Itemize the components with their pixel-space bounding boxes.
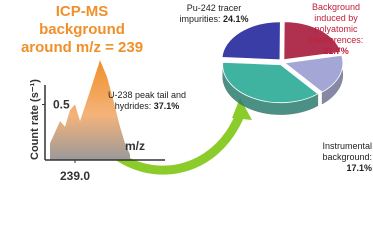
value-label: 17.1% bbox=[346, 163, 372, 173]
y-axis-label: Count rate (s⁻¹) bbox=[29, 79, 41, 160]
pie-label: Background induced by polyatomic interfe… bbox=[300, 2, 372, 57]
slice-label: Background induced by polyatomic interfe… bbox=[308, 2, 364, 45]
slice-label: Pu-242 tracer impurities: bbox=[179, 3, 242, 24]
value-label: 37.1% bbox=[153, 101, 180, 111]
y-tick-label: 0.5 bbox=[53, 98, 70, 112]
pie-label: U-238 peak tail and hydrides: 37.1% bbox=[92, 90, 202, 112]
slice bbox=[283, 54, 344, 93]
slice-label: U-238 peak tail and hydrides: bbox=[107, 90, 187, 111]
x-tick-label: 239.0 bbox=[60, 169, 90, 183]
slice-label: Instrumental background: bbox=[322, 141, 372, 162]
arrow-head bbox=[232, 98, 252, 120]
chart-title: ICP-MS bbox=[56, 3, 109, 20]
chart-title: around m/z = 239 bbox=[21, 39, 143, 56]
figure: ICP-MS background around m/z = 239 0.5 239.0… bbox=[21, 2, 372, 183]
area bbox=[50, 60, 130, 160]
slice bbox=[283, 21, 342, 61]
value-label: 24.1% bbox=[223, 14, 249, 24]
pie-label: Instrumental background: 17.1% bbox=[300, 141, 372, 174]
pie-label: Pu-242 tracer impurities: 24.1% bbox=[176, 3, 252, 25]
value-label: 21.7% bbox=[323, 46, 349, 56]
chart-title: background bbox=[39, 21, 125, 38]
slice bbox=[222, 61, 319, 104]
slice bbox=[221, 21, 281, 61]
x-axis-label: m/z bbox=[125, 139, 145, 153]
